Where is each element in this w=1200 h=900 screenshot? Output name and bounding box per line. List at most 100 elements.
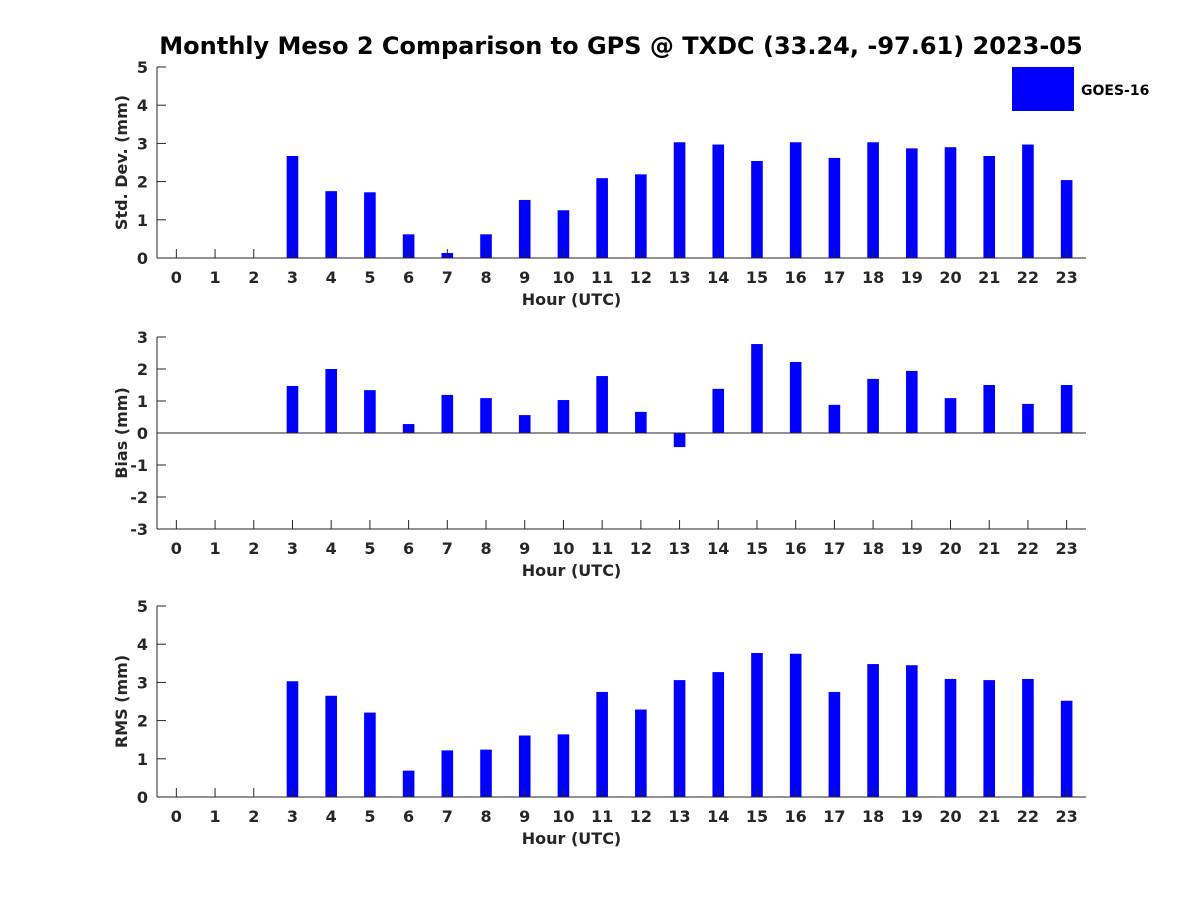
bar-hour-13 (673, 680, 686, 797)
x-tick-label: 19 (901, 268, 923, 287)
bar-hour-3 (286, 385, 299, 433)
x-tick-label: 17 (823, 539, 845, 558)
x-tick-label: 6 (403, 539, 414, 558)
bar-hour-20 (944, 147, 957, 258)
bar-hour-18 (867, 378, 879, 433)
x-tick-label: 3 (287, 268, 298, 287)
bar-hour-9 (518, 415, 531, 433)
x-tick-label: 19 (901, 807, 923, 826)
x-tick-label: 0 (171, 807, 182, 826)
x-tick-label: 18 (862, 539, 884, 558)
bar-hour-22 (1022, 144, 1034, 258)
bar-hour-17 (828, 404, 841, 433)
bar-hour-6 (402, 234, 415, 258)
y-tick-label: -1 (130, 456, 148, 475)
x-tick-label: 12 (630, 807, 652, 826)
bar-hour-23 (1060, 385, 1073, 433)
y-axis-label: Std. Dev. (mm) (112, 95, 131, 230)
x-tick-label: 14 (707, 268, 729, 287)
x-tick-label: 11 (591, 807, 613, 826)
x-tick-label: 21 (978, 268, 1000, 287)
bar-hour-12 (635, 174, 647, 258)
y-tick-label: 3 (137, 328, 148, 347)
x-tick-label: 16 (785, 539, 807, 558)
bar-hour-3 (286, 681, 299, 797)
bar-hour-15 (751, 344, 763, 433)
bar-hour-14 (712, 144, 725, 258)
x-tick-label: 10 (552, 268, 574, 287)
x-tick-label: 4 (326, 807, 337, 826)
y-tick-label: 2 (137, 360, 148, 379)
x-tick-label: 7 (442, 807, 453, 826)
x-tick-label: 1 (209, 539, 220, 558)
bar-hour-8 (480, 398, 492, 433)
x-tick-label: 5 (364, 539, 375, 558)
bar-hour-10 (557, 400, 570, 433)
y-axis-label: Bias (mm) (112, 387, 131, 479)
x-tick-label: 21 (978, 539, 1000, 558)
bar-hour-14 (712, 388, 725, 433)
bar-hour-6 (402, 770, 415, 797)
x-tick-label: 14 (707, 807, 729, 826)
x-tick-label: 2 (248, 807, 259, 826)
x-tick-label: 20 (939, 807, 961, 826)
bar-hour-9 (518, 199, 531, 258)
bar-hour-4 (325, 191, 337, 258)
legend-label: GOES-16 (1081, 83, 1149, 99)
x-tick-label: 12 (630, 268, 652, 287)
x-tick-label: 23 (1056, 539, 1078, 558)
bar-hour-11 (596, 691, 608, 797)
x-tick-label: 22 (1017, 807, 1039, 826)
y-tick-label: -3 (130, 520, 148, 539)
x-tick-label: 8 (480, 807, 491, 826)
bar-hour-10 (557, 734, 570, 797)
bar-hour-13 (673, 142, 686, 258)
x-tick-label: 15 (746, 539, 768, 558)
bar-hour-4 (325, 695, 337, 797)
bar-hour-23 (1060, 700, 1073, 797)
x-tick-label: 23 (1056, 268, 1078, 287)
y-tick-label: 1 (137, 392, 148, 411)
x-tick-label: 13 (668, 268, 690, 287)
x-tick-label: 16 (785, 268, 807, 287)
x-tick-label: 4 (326, 539, 337, 558)
x-tick-label: 11 (591, 268, 613, 287)
bar-hour-16 (789, 361, 802, 433)
chart-title: Monthly Meso 2 Comparison to GPS @ TXDC … (159, 32, 1082, 60)
x-tick-label: 22 (1017, 268, 1039, 287)
y-tick-label: 3 (137, 134, 148, 153)
y-tick-label: 4 (137, 96, 148, 115)
bar-hour-15 (751, 652, 763, 797)
bar-hour-12 (635, 411, 647, 433)
x-tick-label: 11 (591, 539, 613, 558)
x-tick-label: 13 (668, 807, 690, 826)
x-tick-label: 23 (1056, 807, 1078, 826)
bar-hour-20 (944, 678, 957, 797)
y-tick-label: -2 (130, 488, 148, 507)
bar-hour-17 (828, 157, 841, 258)
x-tick-label: 10 (552, 807, 574, 826)
bar-hour-21 (983, 680, 996, 797)
y-tick-label: 5 (137, 58, 148, 77)
y-tick-label: 2 (137, 712, 148, 731)
bar-hour-7 (441, 750, 454, 797)
x-tick-label: 8 (480, 268, 491, 287)
y-tick-label: 0 (137, 424, 148, 443)
x-tick-label: 9 (519, 807, 530, 826)
x-tick-label: 6 (403, 268, 414, 287)
y-tick-label: 4 (137, 635, 148, 654)
x-tick-label: 20 (939, 539, 961, 558)
x-tick-label: 13 (668, 539, 690, 558)
x-tick-label: 18 (862, 268, 884, 287)
bar-hour-10 (557, 210, 570, 258)
bar-hour-8 (480, 749, 492, 797)
x-tick-label: 22 (1017, 539, 1039, 558)
x-tick-label: 15 (746, 807, 768, 826)
y-tick-label: 0 (137, 788, 148, 807)
bar-hour-22 (1022, 678, 1034, 797)
bar-hour-5 (364, 712, 376, 797)
bar-hour-20 (944, 398, 957, 433)
bar-hour-19 (906, 370, 918, 433)
